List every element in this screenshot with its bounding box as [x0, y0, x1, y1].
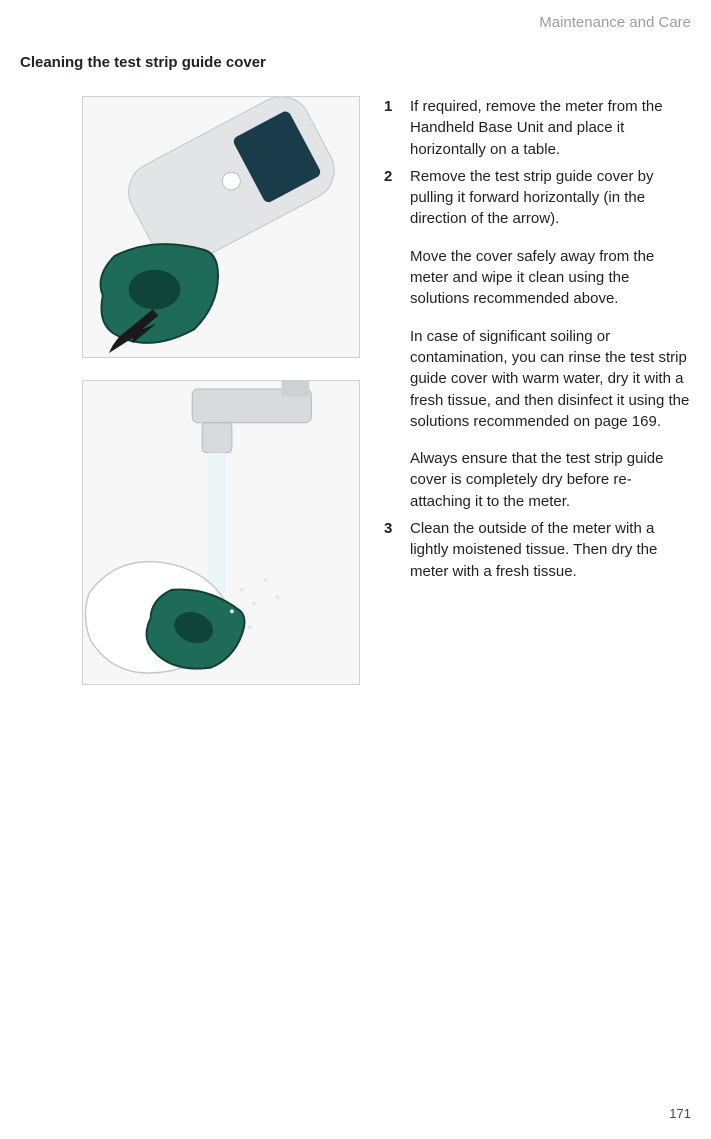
step-text: Remove the test strip guide cover by pul…	[410, 166, 691, 230]
step-body: If required, remove the meter from the H…	[410, 96, 691, 160]
figure-rinse-cover	[82, 380, 360, 685]
figure-remove-cover	[82, 96, 360, 358]
step-text: In case of significant soiling or contam…	[410, 326, 691, 432]
step-2: 2 Remove the test strip guide cover by p…	[384, 166, 691, 512]
chapter-header: Maintenance and Care	[539, 14, 691, 31]
step-1: 1 If required, remove the meter from the…	[384, 96, 691, 160]
step-text: Clean the outside of the meter with a li…	[410, 518, 691, 582]
step-text: If required, remove the meter from the H…	[410, 96, 691, 160]
content-wrapper: 1 If required, remove the meter from the…	[20, 96, 691, 707]
page-number: 171	[669, 1106, 691, 1121]
section-title: Cleaning the test strip guide cover	[20, 54, 266, 71]
image-column	[20, 96, 362, 707]
step-body: Clean the outside of the meter with a li…	[410, 518, 691, 582]
instructions-column: 1 If required, remove the meter from the…	[384, 96, 691, 707]
step-body: Remove the test strip guide cover by pul…	[410, 166, 691, 512]
step-number: 3	[384, 518, 398, 582]
step-text: Move the cover safely away from the mete…	[410, 246, 691, 310]
step-number: 2	[384, 166, 398, 512]
rinse-illustration	[83, 381, 359, 684]
step-text: Always ensure that the test strip guide …	[410, 448, 691, 512]
step-3: 3 Clean the outside of the meter with a …	[384, 518, 691, 582]
step-number: 1	[384, 96, 398, 160]
device-illustration	[83, 97, 359, 357]
